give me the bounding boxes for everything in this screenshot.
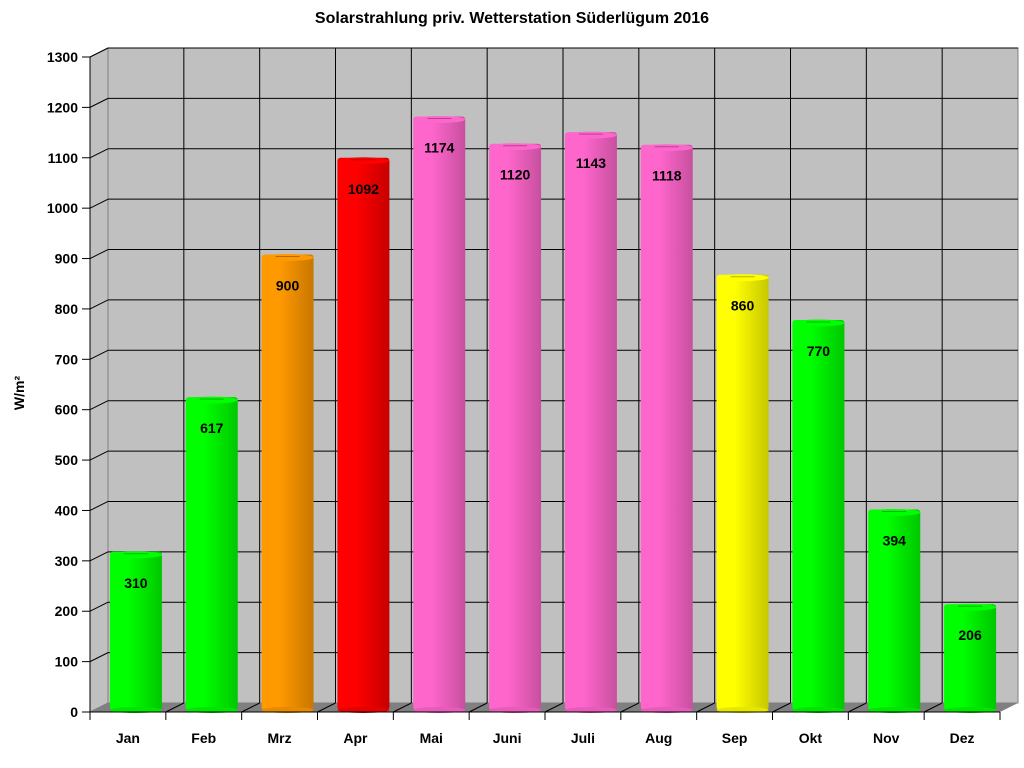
bar-value-label: 1118 bbox=[652, 168, 682, 184]
bar-value-label: 394 bbox=[883, 532, 907, 548]
chart-title: Solarstrahlung priv. Wetterstation Süder… bbox=[314, 10, 710, 27]
y-axis: 0 100 200 300 400 500 600 700 800 900 1000 1100 1200… bbox=[47, 49, 91, 720]
y-tick-label: 800 bbox=[55, 301, 79, 317]
bar-value-label: 1143 bbox=[576, 155, 607, 171]
y-tick-label: 1300 bbox=[47, 49, 78, 65]
y-tick-label: 900 bbox=[55, 251, 79, 267]
bar-nov: 394 bbox=[868, 508, 921, 713]
bar-value-label: 1092 bbox=[348, 181, 379, 197]
grid-lines bbox=[89, 47, 1018, 713]
y-tick-label: 200 bbox=[55, 603, 79, 619]
y-tick-label: 500 bbox=[55, 452, 79, 468]
bar-apr: 1092 bbox=[337, 157, 390, 713]
bar-mrz: 900 bbox=[261, 254, 314, 713]
y-tick-label: 1100 bbox=[48, 150, 79, 166]
bar-aug: 1118 bbox=[640, 144, 693, 713]
x-tick-label: Aug bbox=[645, 730, 672, 746]
y-tick-label: 1000 bbox=[47, 200, 78, 216]
y-tick-label: 0 bbox=[70, 704, 78, 720]
x-tick-label: Sep bbox=[722, 730, 748, 746]
bar-feb: 617 bbox=[185, 396, 238, 713]
bar-value-label: 1120 bbox=[500, 167, 531, 183]
bar-value-label: 770 bbox=[807, 343, 831, 359]
x-tick-label: Nov bbox=[873, 730, 900, 746]
x-axis: Jan Feb Mrz Apr Mai Juni Juli Aug Sep Okt Nov Dez bbox=[89, 711, 1001, 746]
y-tick-label: 600 bbox=[55, 402, 79, 418]
bar-value-label: 206 bbox=[958, 627, 982, 643]
x-tick-label: Feb bbox=[191, 730, 216, 746]
x-tick-label: Mrz bbox=[268, 730, 292, 746]
bar-juni: 1120 bbox=[489, 143, 542, 713]
bar-value-label: 617 bbox=[200, 420, 224, 436]
bar-mai: 1174 bbox=[413, 115, 466, 713]
bar-value-label: 310 bbox=[124, 575, 148, 591]
y-tick-label: 400 bbox=[55, 502, 79, 518]
bar-value-label: 860 bbox=[731, 298, 755, 314]
bar-value-label: 1174 bbox=[424, 139, 455, 155]
bar-jan: 310 bbox=[109, 551, 162, 713]
y-tick-label: 700 bbox=[55, 351, 79, 367]
x-tick-label: Juli bbox=[571, 730, 595, 746]
bar-juli: 1143 bbox=[564, 131, 617, 713]
bar-value-label: 900 bbox=[276, 278, 300, 294]
bar-dez: 206 bbox=[944, 603, 997, 713]
bar-sep: 860 bbox=[716, 274, 769, 713]
x-tick-label: Jan bbox=[116, 730, 140, 746]
y-tick-label: 100 bbox=[55, 654, 79, 670]
bar-okt: 770 bbox=[792, 319, 845, 713]
x-tick-label: Mai bbox=[420, 730, 443, 746]
y-tick-label: 1200 bbox=[47, 99, 78, 115]
x-tick-label: Apr bbox=[343, 730, 368, 746]
x-tick-label: Juni bbox=[493, 730, 522, 746]
y-tick-label: 300 bbox=[55, 553, 79, 569]
x-tick-label: Okt bbox=[799, 730, 823, 746]
x-tick-label: Dez bbox=[950, 730, 975, 746]
